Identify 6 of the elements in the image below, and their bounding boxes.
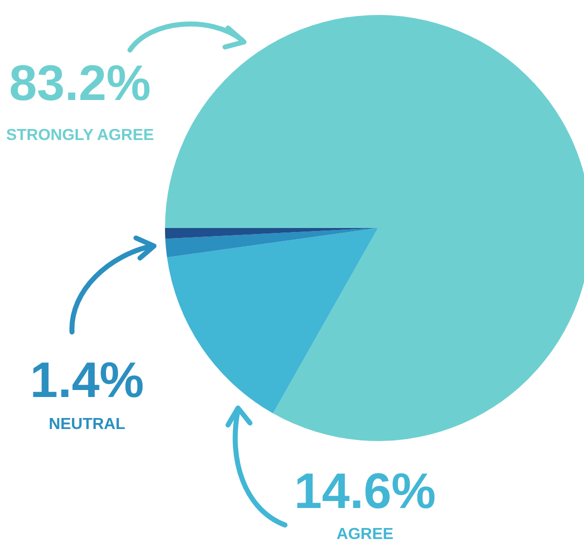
slice-label: NEUTRAL [48,416,126,433]
data-label: 83.2% [9,55,151,111]
data-label: 1.4% [30,352,144,408]
slice-label: STRONGLY AGREE [6,127,154,144]
slice-label: AGREE [336,526,394,543]
data-label: 14.6% [294,463,436,519]
